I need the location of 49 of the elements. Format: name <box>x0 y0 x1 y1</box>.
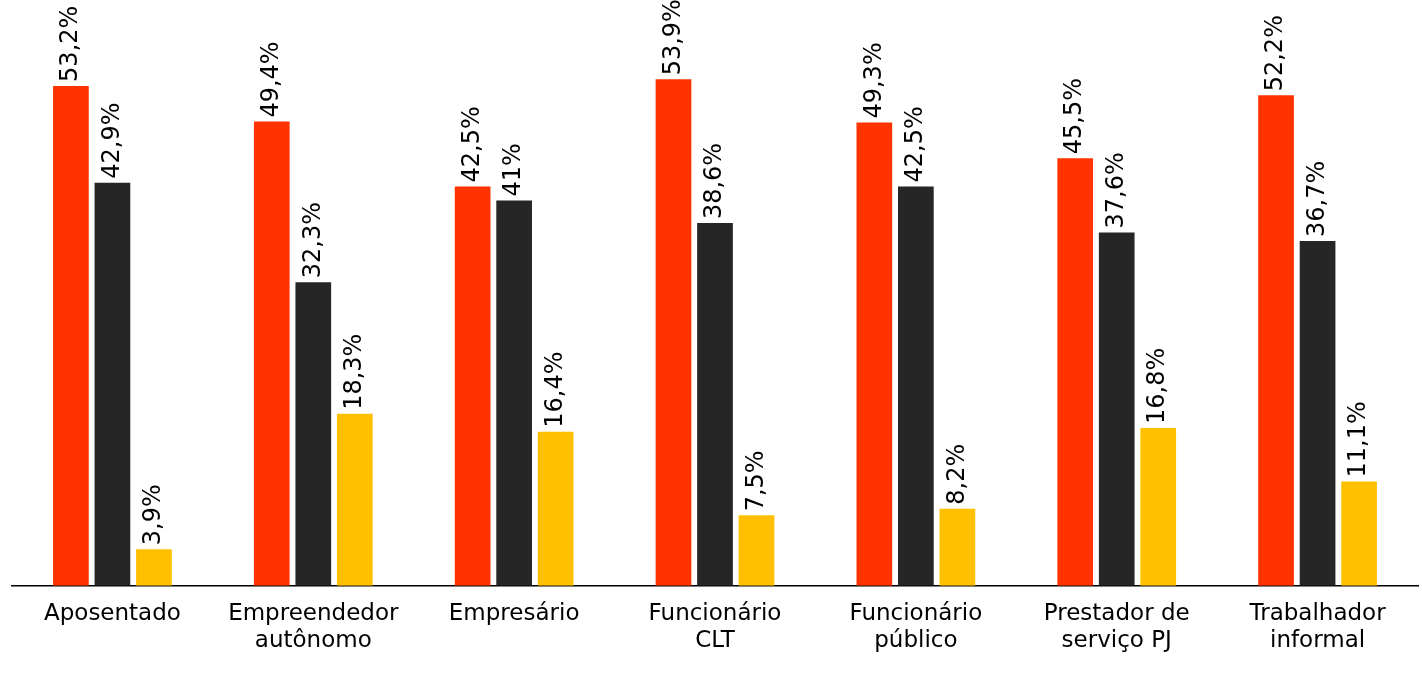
bar <box>496 200 532 586</box>
data-label: 49,4% <box>256 41 285 118</box>
data-label: 16,8% <box>1142 347 1171 424</box>
bar <box>1140 427 1177 586</box>
data-label: 41% <box>498 143 527 197</box>
data-label: 18,3% <box>339 333 368 410</box>
bar <box>738 515 775 586</box>
data-label: 8,2% <box>941 443 970 505</box>
x-tick-label: Prestador de serviço PJ <box>1043 598 1190 653</box>
bar <box>253 121 290 586</box>
x-tick-label: Trabalhador informal <box>1248 598 1387 653</box>
bar <box>537 431 574 586</box>
bar <box>1057 158 1094 586</box>
bar <box>1299 240 1336 586</box>
bar <box>454 186 491 586</box>
x-tick-label: Empresário <box>448 598 580 625</box>
bar <box>136 549 172 586</box>
x-tick-label: Aposentado <box>43 598 181 625</box>
data-label: 36,7% <box>1301 160 1330 237</box>
bar <box>1098 232 1135 586</box>
data-label: 53,9% <box>657 0 686 76</box>
bar <box>1258 95 1294 586</box>
data-label: 38,6% <box>699 142 728 220</box>
data-label: 37,6% <box>1100 152 1129 229</box>
x-tick-label: Funcionário CLT <box>648 598 782 653</box>
data-label: 3,9% <box>138 484 167 546</box>
data-label: 53,2% <box>55 5 84 82</box>
bar <box>898 186 934 586</box>
data-label: 49,3% <box>858 42 887 119</box>
data-label: 45,5% <box>1059 78 1088 155</box>
bar <box>336 413 373 586</box>
bar <box>697 223 733 586</box>
data-label: 32,3% <box>297 202 326 279</box>
data-label: 52,2% <box>1260 15 1289 92</box>
bar <box>1341 481 1377 586</box>
data-label: 42,5% <box>900 106 929 183</box>
bar <box>655 79 692 586</box>
data-label: 42,5% <box>456 106 485 183</box>
data-label: 11,1% <box>1343 401 1372 478</box>
x-tick-label: Funcionário público <box>849 598 983 653</box>
bar <box>856 122 893 586</box>
x-tick-label: Empreendedor autônomo <box>228 598 399 653</box>
bar <box>53 85 89 586</box>
data-label: 7,5% <box>740 450 769 512</box>
bar <box>295 282 332 586</box>
bar <box>94 182 131 586</box>
data-label: 42,9% <box>96 102 125 179</box>
bar <box>939 508 976 586</box>
data-label: 16,4% <box>539 351 568 428</box>
